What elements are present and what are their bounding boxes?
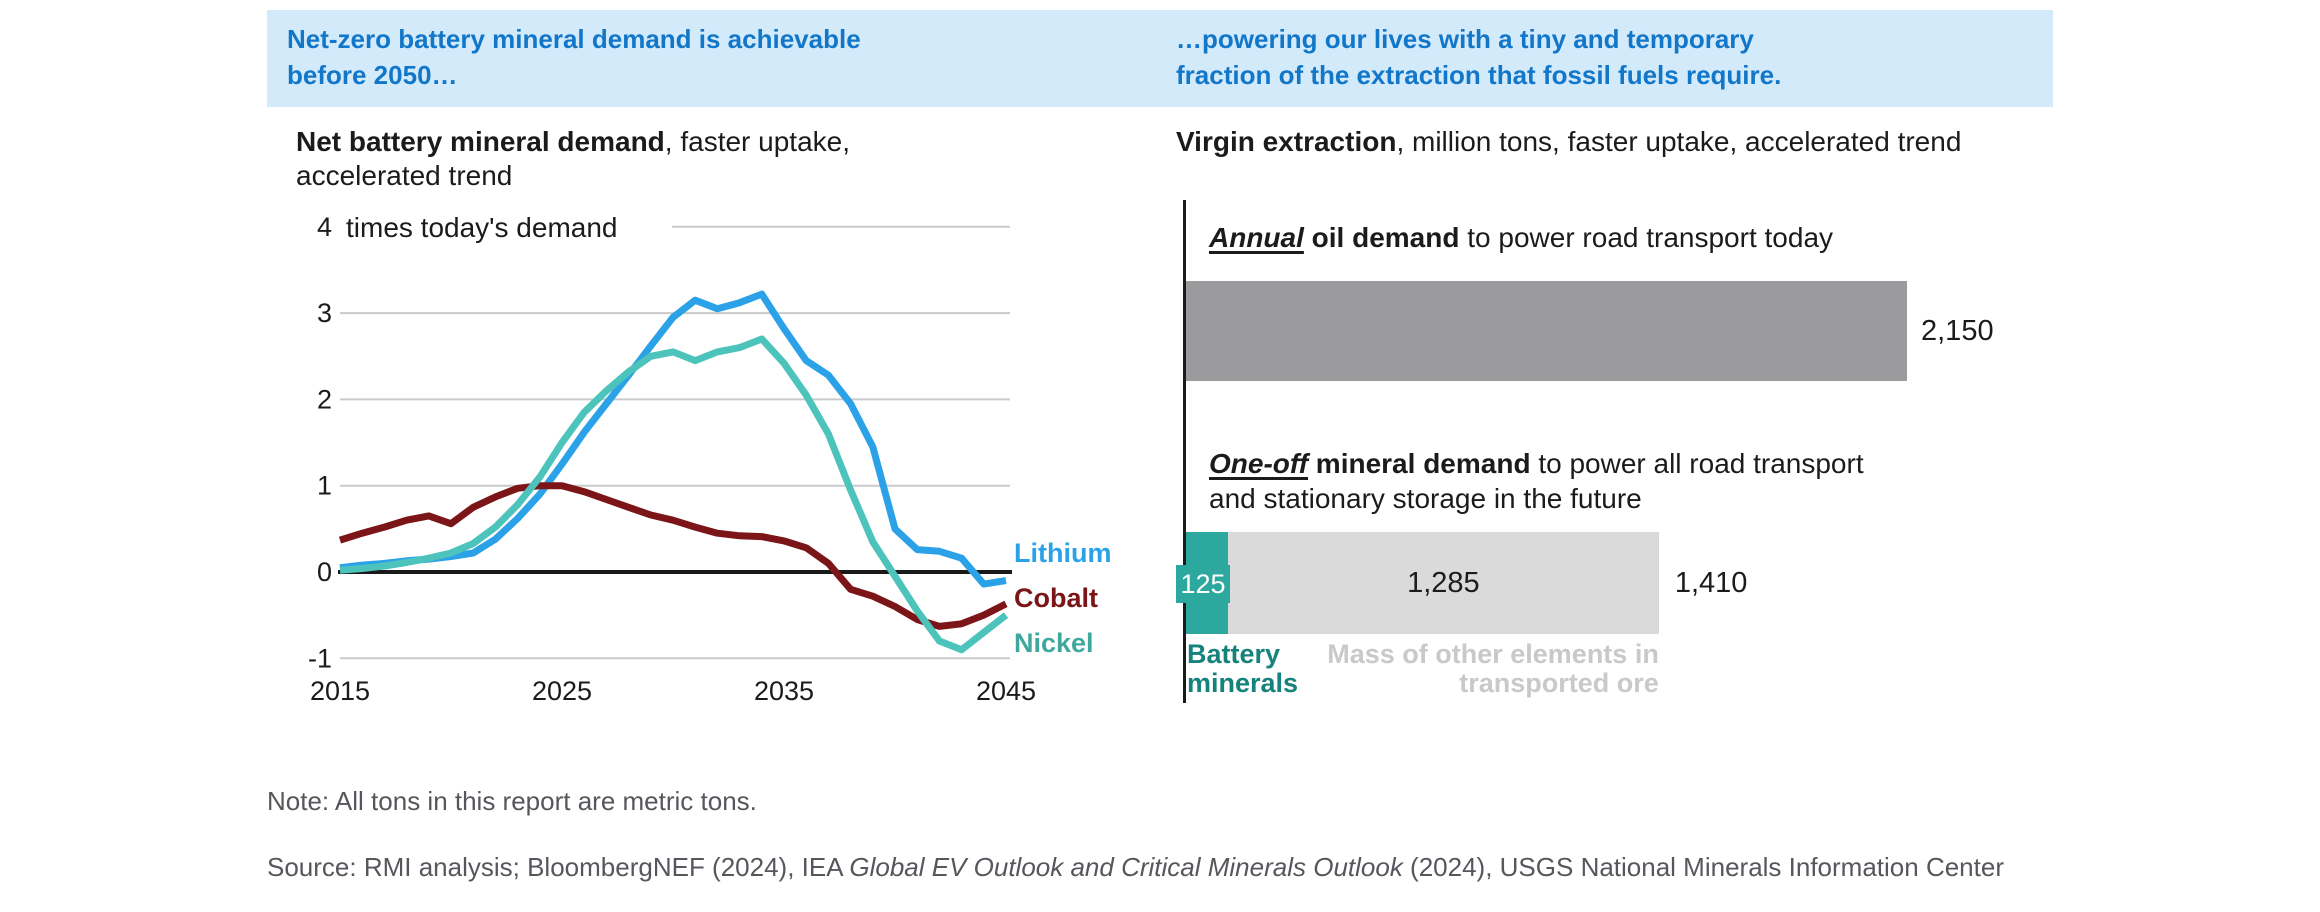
x-tick-label-2045: 2045 bbox=[976, 676, 1036, 706]
other-elements-bar-segment: 1,285 bbox=[1227, 532, 1659, 634]
y-tick-label--1: -1 bbox=[308, 643, 332, 673]
series-line-cobalt bbox=[338, 482, 1008, 630]
left-headline: Net-zero battery mineral demand is achie… bbox=[287, 21, 1027, 93]
oil-demand-bar bbox=[1186, 281, 1907, 381]
left-chart-title-bold: Net battery mineral demand bbox=[296, 126, 665, 157]
source-suffix: (2024), USGS National Minerals Informati… bbox=[1402, 852, 2004, 882]
oil-bar-label-annual: Annual bbox=[1209, 222, 1304, 253]
right-headline: …powering our lives with a tiny and temp… bbox=[1176, 21, 1996, 93]
x-tick-label-2015: 2015 bbox=[310, 676, 370, 706]
mineral-bar-label: One-off mineral demand to power all road… bbox=[1209, 446, 1969, 516]
x-tick-label-2035: 2035 bbox=[754, 676, 814, 706]
right-headline-line1: …powering our lives with a tiny and temp… bbox=[1176, 24, 1754, 54]
metric-tons-note: Note: All tons in this report are metric… bbox=[267, 786, 757, 816]
series-line-lithium bbox=[339, 290, 1007, 588]
bar-chart-axis-line bbox=[1183, 200, 1186, 703]
legend-label-lithium: Lithium bbox=[1014, 538, 1111, 568]
oil-bar-label: Annual oil demand to power road transpor… bbox=[1209, 220, 2209, 255]
oil-demand-value-label: 2,150 bbox=[1921, 314, 1994, 347]
source-note: Source: RMI analysis; BloombergNEF (2024… bbox=[267, 852, 2004, 883]
battery-minerals-legend: Battery minerals bbox=[1187, 639, 1299, 698]
left-headline-line1: Net-zero battery mineral demand is achie… bbox=[287, 24, 861, 54]
mineral-bar-label-line2: and stationary storage in the future bbox=[1209, 483, 1642, 514]
net-battery-mineral-demand-line-chart: -1 0 1 2 3 4 times today's demand 2015 2025 2035 2… bbox=[308, 212, 1112, 706]
mineral-bar-label-oneoff: One-off bbox=[1209, 448, 1309, 479]
left-chart-title-rest: , faster uptake, bbox=[664, 126, 850, 157]
battery-minerals-value-chip: 125 bbox=[1176, 565, 1230, 603]
y-tick-label-4: 4 bbox=[317, 212, 332, 242]
right-chart-title-rest: , million tons, faster uptake, accelerat… bbox=[1396, 126, 1962, 157]
source-publication: Global EV Outlook and Critical Minerals … bbox=[849, 852, 1403, 882]
left-headline-line2: before 2050… bbox=[287, 60, 458, 90]
header-band: Net-zero battery mineral demand is achie… bbox=[267, 10, 2053, 107]
right-headline-line2: fraction of the extraction that fossil f… bbox=[1176, 60, 1782, 90]
x-tick-label-2025: 2025 bbox=[532, 676, 592, 706]
y-axis-unit-label: times today's demand bbox=[346, 212, 617, 243]
legend-label-cobalt: Cobalt bbox=[1014, 583, 1098, 613]
y-tick-label-0: 0 bbox=[317, 557, 332, 587]
right-chart-title: Virgin extraction, million tons, faster … bbox=[1176, 125, 2176, 159]
oil-bar-label-bold: oil demand bbox=[1303, 222, 1460, 253]
y-tick-label-3: 3 bbox=[317, 298, 332, 328]
series-line-nickel bbox=[339, 335, 1009, 654]
oil-bar-label-rest: to power road transport today bbox=[1459, 222, 1834, 253]
right-chart-title-bold: Virgin extraction bbox=[1176, 126, 1397, 157]
source-prefix: Source: RMI analysis; BloombergNEF (2024… bbox=[267, 852, 850, 882]
legend-label-nickel: Nickel bbox=[1014, 628, 1094, 658]
mineral-bar-label-rest: to power all road transport bbox=[1530, 448, 1864, 479]
left-chart-title-line2: accelerated trend bbox=[296, 160, 513, 191]
mineral-bar-label-bold: mineral demand bbox=[1308, 448, 1531, 479]
other-elements-legend: Mass of other elements in transported or… bbox=[1327, 639, 1659, 698]
y-tick-label-1: 1 bbox=[317, 471, 332, 501]
left-chart-title: Net battery mineral demand, faster uptak… bbox=[296, 125, 956, 193]
y-tick-label-2: 2 bbox=[317, 384, 332, 414]
mineral-demand-total-label: 1,410 bbox=[1674, 566, 1748, 599]
